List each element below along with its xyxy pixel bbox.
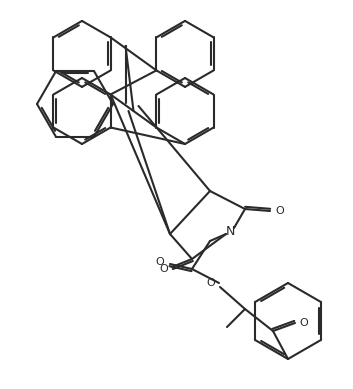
Text: O: O bbox=[155, 257, 164, 267]
Text: N: N bbox=[225, 224, 235, 238]
Text: O: O bbox=[159, 264, 168, 274]
Text: O: O bbox=[206, 278, 215, 288]
Text: O: O bbox=[299, 318, 308, 328]
Text: O: O bbox=[275, 206, 284, 216]
